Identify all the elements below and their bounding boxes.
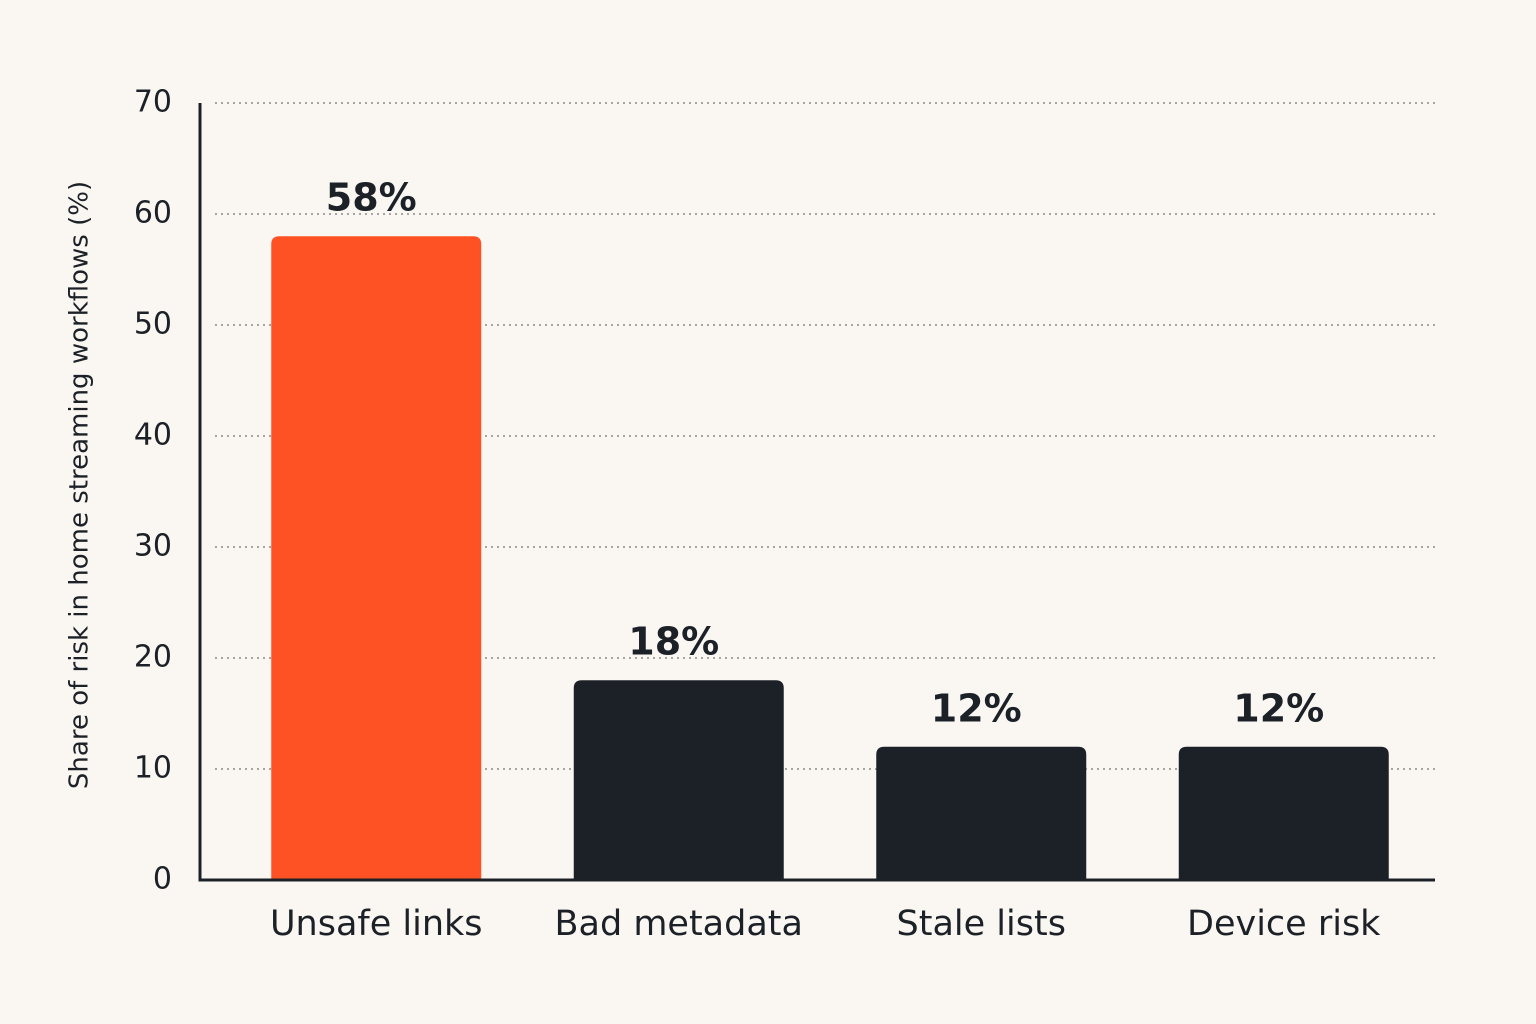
bar xyxy=(876,746,1087,880)
y-tick-label: 70 xyxy=(134,85,172,120)
y-tick-label: 50 xyxy=(134,307,172,342)
bar xyxy=(573,680,784,880)
value-label: 58% xyxy=(326,176,417,220)
value-label: 12% xyxy=(931,686,1022,730)
x-tick-label: Unsafe links xyxy=(270,904,483,944)
y-axis-label: Share of risk in home streaming workflow… xyxy=(65,181,95,789)
bar xyxy=(271,236,482,880)
x-tick-label: Stale lists xyxy=(897,904,1066,944)
value-label: 12% xyxy=(1233,686,1324,730)
y-tick-label: 10 xyxy=(134,751,172,786)
value-label: 18% xyxy=(628,620,719,664)
x-tick-label: Bad metadata xyxy=(555,904,803,944)
x-tick-label: Device risk xyxy=(1187,904,1381,944)
y-tick-label: 60 xyxy=(134,196,172,231)
y-tick-label: 30 xyxy=(134,529,172,564)
bar xyxy=(1178,746,1389,880)
y-tick-label: 40 xyxy=(134,418,172,453)
y-tick-label: 0 xyxy=(153,862,172,897)
y-tick-label: 20 xyxy=(134,640,172,675)
